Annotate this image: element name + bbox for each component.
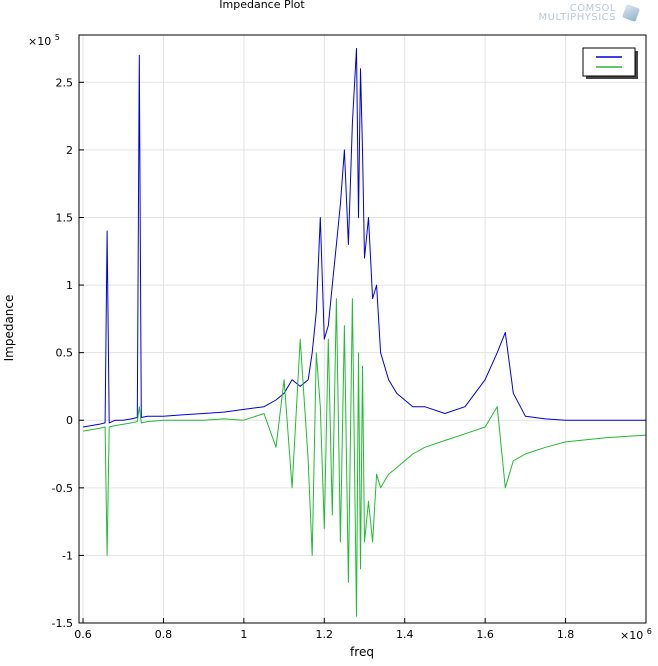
x-tick-label: 1.6 — [476, 628, 494, 641]
x-tick-label: 0.6 — [74, 628, 92, 641]
x-multiplier-base: ×10 — [620, 629, 643, 642]
series-layer — [82, 48, 647, 617]
y-tick-label: -1 — [62, 549, 73, 562]
y-tick-label: 0.5 — [56, 347, 74, 360]
comsol-logo: COMSOL MULTIPHYSICS — [538, 3, 640, 23]
plot-frame — [78, 34, 647, 624]
y-tick-label: 2.5 — [56, 76, 74, 89]
grid — [79, 35, 646, 624]
y-multiplier: ×10 5 — [28, 33, 60, 48]
y-tick-label: -1.5 — [52, 617, 73, 630]
x-tick-label: 0.8 — [155, 628, 173, 641]
x-axis-label: freq — [350, 645, 374, 659]
series-line-2 — [82, 298, 647, 617]
y-axis-label: Impedance — [2, 295, 16, 362]
chart-title: Impedance Plot — [219, 0, 305, 11]
y-tick-label: 1 — [66, 279, 73, 292]
y-tick-label: 2 — [66, 144, 73, 157]
x-multiplier-exp: 6 — [647, 627, 652, 636]
y-tick-label: 1.5 — [56, 211, 74, 224]
legend-box — [582, 47, 636, 77]
logo-line-1: COMSOL — [569, 3, 616, 14]
y-tick-label: -0.5 — [52, 482, 73, 495]
y-tick-label: 0 — [66, 414, 73, 427]
x-tick-label: 1 — [240, 628, 247, 641]
x-tick-label: 1.8 — [557, 628, 575, 641]
x-multiplier: ×10 6 — [620, 627, 652, 642]
legend — [582, 47, 638, 79]
logo-line-2: MULTIPHYSICS — [538, 12, 616, 23]
y-multiplier-base: ×10 — [28, 35, 51, 48]
x-tick-label: 1.4 — [396, 628, 414, 641]
series-line-1 — [82, 48, 646, 428]
x-tick-label: 1.2 — [316, 628, 334, 641]
ticks: 0.6 0.8 1 1.2 1.4 1.6 1.8 -1.5 -1 -0.5 0 0.5 1 1.5 2 2.… — [52, 76, 575, 641]
y-multiplier-exp: 5 — [55, 33, 60, 42]
